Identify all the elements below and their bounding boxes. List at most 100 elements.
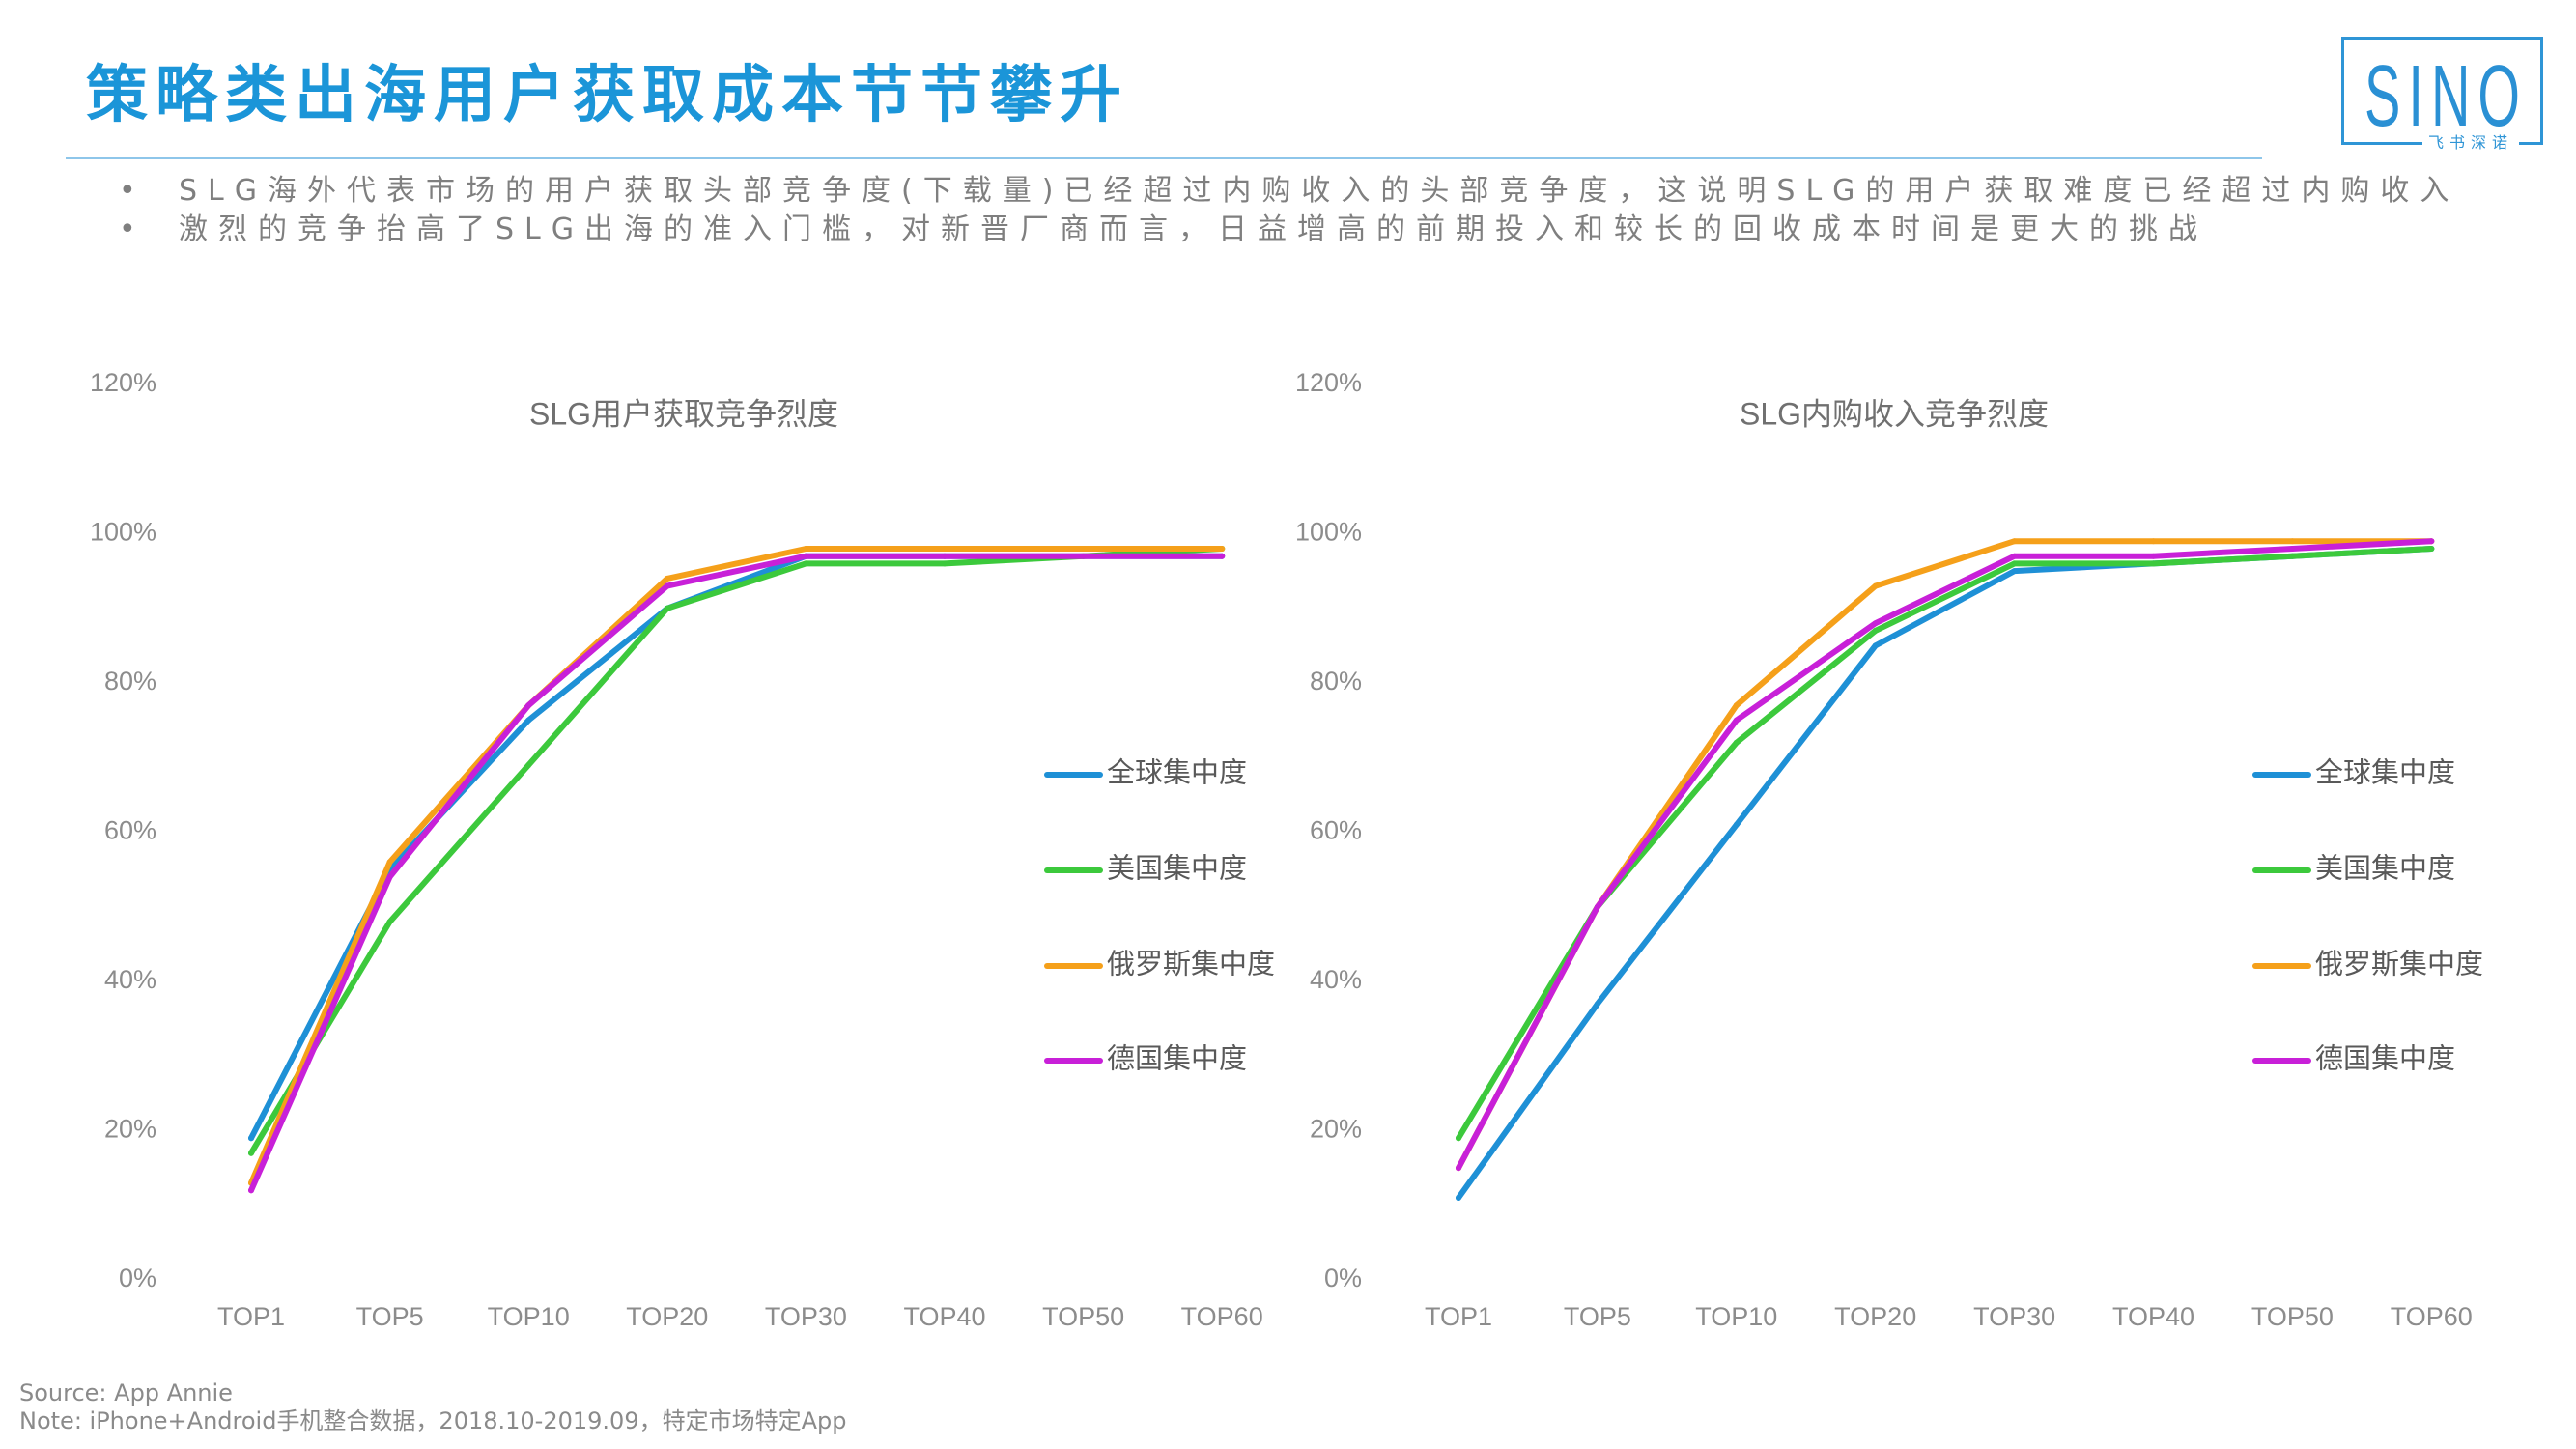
y-tick-label: 60% bbox=[1310, 816, 1362, 845]
bullet-item: SLG海外代表市场的用户获取头部竞争度(下载量)已经超过内购收入的头部竞争度，这… bbox=[119, 172, 2459, 211]
series-2 bbox=[1456, 546, 2435, 1142]
data-point bbox=[1456, 1195, 1461, 1201]
data-point bbox=[1872, 582, 1879, 589]
legend-item: 德国集中度 bbox=[2252, 1043, 2455, 1075]
data-point bbox=[664, 582, 670, 589]
data-point bbox=[525, 702, 532, 709]
line-chart-2: SLG内购收入竞争烈度 0% 20% 40% 60% 80% 100% 120% TOP1 TOP… bbox=[1295, 368, 2483, 1331]
data-point bbox=[803, 560, 809, 567]
data-point bbox=[2011, 568, 2018, 575]
data-point bbox=[1456, 1165, 1461, 1172]
data-point bbox=[1872, 620, 1879, 627]
y-tick-label: 0% bbox=[119, 1264, 156, 1293]
data-point bbox=[1733, 702, 1740, 709]
data-point bbox=[1594, 1001, 1600, 1008]
data-point bbox=[2011, 538, 2018, 545]
legend-item: 美国集中度 bbox=[1044, 853, 1247, 885]
legend-item: 全球集中度 bbox=[2252, 757, 2455, 789]
series-line bbox=[248, 553, 1226, 1142]
data-point bbox=[942, 546, 948, 552]
y-tick-label: 0% bbox=[1324, 1264, 1362, 1293]
series-3 bbox=[1456, 538, 2435, 1172]
legend-item: 俄罗斯集中度 bbox=[1044, 949, 1275, 980]
company-logo: SINO 飞书深诺 bbox=[2341, 37, 2543, 153]
y-tick-label: 60% bbox=[104, 816, 156, 845]
data-point bbox=[1733, 739, 1740, 746]
data-point bbox=[2150, 560, 2157, 567]
bullet-item: 激烈的竞争抬高了SLG出海的准入门槛，对新晋厂商而言，日益增高的前期投入和较长的… bbox=[119, 211, 2459, 249]
x-tick-label: TOP5 bbox=[1564, 1302, 1631, 1331]
y-tick-label: 120% bbox=[1295, 368, 1362, 397]
series-3 bbox=[248, 546, 1226, 1186]
legend-label: 德国集中度 bbox=[2315, 1043, 2455, 1075]
x-tick-label: TOP60 bbox=[1181, 1302, 1263, 1331]
logo-subtext: 飞书深诺 bbox=[2421, 133, 2519, 153]
header-divider bbox=[66, 157, 2262, 159]
series-2 bbox=[248, 546, 1226, 1156]
data-point bbox=[386, 919, 393, 925]
legend-label: 美国集中度 bbox=[1107, 853, 1247, 885]
chart-title: SLG用户获取竞争烈度 bbox=[529, 396, 838, 431]
series-line bbox=[248, 553, 1226, 1194]
data-point bbox=[1733, 821, 1740, 828]
series-4 bbox=[248, 553, 1226, 1194]
y-tick-label: 100% bbox=[1295, 518, 1362, 547]
y-tick-label: 40% bbox=[1310, 965, 1362, 994]
y-tick-label: 20% bbox=[104, 1115, 156, 1144]
y-tick-label: 20% bbox=[1310, 1115, 1362, 1144]
data-point bbox=[1456, 1135, 1461, 1142]
data-point bbox=[2011, 553, 2018, 559]
x-tick-label: TOP5 bbox=[356, 1302, 424, 1331]
data-point bbox=[2289, 538, 2296, 545]
source-note: Source: App Annie bbox=[19, 1379, 233, 1406]
y-tick-label: 120% bbox=[90, 368, 156, 397]
data-point bbox=[664, 575, 670, 582]
logo-text: SINO bbox=[2364, 46, 2528, 145]
data-point bbox=[1872, 642, 1879, 649]
x-tick-label: TOP50 bbox=[2251, 1302, 2334, 1331]
legend-item: 全球集中度 bbox=[1044, 757, 1247, 789]
data-point bbox=[942, 560, 948, 567]
legend-label: 俄罗斯集中度 bbox=[2315, 949, 2483, 980]
page-title: 策略类出海用户获取成本节节攀升 bbox=[86, 60, 1129, 131]
data-point bbox=[2150, 553, 2157, 559]
data-point bbox=[2289, 546, 2296, 552]
legend-item: 美国集中度 bbox=[2252, 853, 2455, 885]
legend-label: 德国集中度 bbox=[1107, 1043, 1247, 1075]
data-point bbox=[2428, 538, 2435, 545]
data-point bbox=[1733, 717, 1740, 724]
x-tick-label: TOP10 bbox=[1695, 1302, 1777, 1331]
x-tick-label: TOP1 bbox=[1425, 1302, 1492, 1331]
legend-label: 俄罗斯集中度 bbox=[1107, 949, 1275, 980]
data-point bbox=[2150, 538, 2157, 545]
x-tick-label: TOP30 bbox=[1973, 1302, 2055, 1331]
bullet-list: SLG海外代表市场的用户获取头部竞争度(下载量)已经超过内购收入的头部竞争度，这… bbox=[119, 172, 2459, 249]
series-1 bbox=[248, 553, 1226, 1142]
legend-item: 德国集中度 bbox=[1044, 1043, 1247, 1075]
x-tick-label: TOP40 bbox=[2112, 1302, 2194, 1331]
data-point bbox=[664, 605, 670, 611]
data-point bbox=[1080, 546, 1087, 552]
line-chart-1: SLG用户获取竞争烈度 0% 20% 40% 60% 80% 100% 120% TOP1 TOP… bbox=[90, 368, 1275, 1331]
x-tick-label: TOP30 bbox=[765, 1302, 847, 1331]
x-tick-label: TOP50 bbox=[1042, 1302, 1124, 1331]
x-tick-label: TOP1 bbox=[217, 1302, 285, 1331]
legend-item: 俄罗斯集中度 bbox=[2252, 949, 2483, 980]
data-point bbox=[386, 859, 393, 866]
data-point bbox=[2289, 553, 2296, 559]
data-point bbox=[1219, 553, 1226, 559]
y-tick-label: 80% bbox=[104, 667, 156, 696]
data-point bbox=[2428, 546, 2435, 552]
data-point bbox=[1594, 903, 1600, 910]
data-point bbox=[525, 762, 532, 768]
data-point bbox=[803, 546, 809, 552]
legend-label: 美国集中度 bbox=[2315, 853, 2455, 885]
data-point bbox=[1872, 627, 1879, 634]
series-line bbox=[1456, 538, 2435, 1172]
series-4 bbox=[1456, 538, 2435, 1172]
y-tick-label: 40% bbox=[104, 965, 156, 994]
data-point bbox=[1219, 546, 1226, 552]
data-point bbox=[1080, 553, 1087, 559]
x-tick-label: TOP10 bbox=[488, 1302, 570, 1331]
series-line bbox=[248, 546, 1226, 1186]
